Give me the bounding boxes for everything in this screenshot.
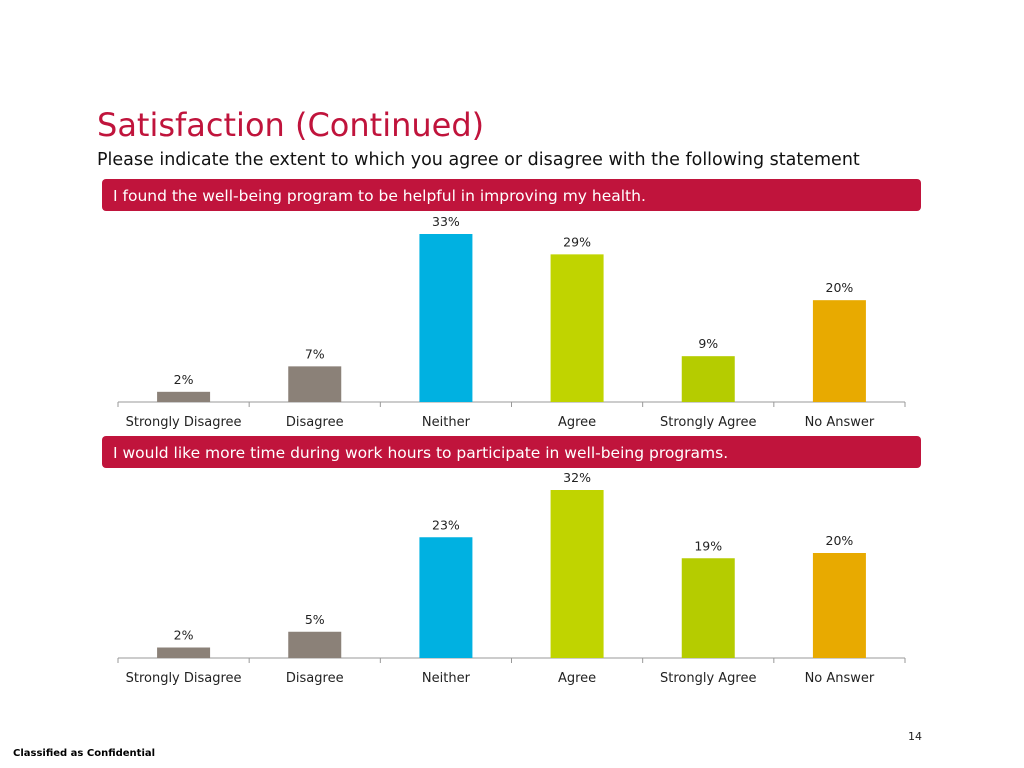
bar-5	[681, 356, 735, 402]
x-tick-label-6: No Answer	[805, 671, 875, 686]
page-number: 14	[908, 730, 922, 743]
bar-6	[812, 553, 866, 658]
x-tick-label-6: No Answer	[805, 415, 875, 430]
x-tick-label-3: Neither	[422, 415, 471, 430]
bar-4	[550, 254, 604, 402]
bar-1	[157, 391, 211, 402]
data-label-6: 20%	[826, 280, 854, 295]
chart-1-title: I found the well-being program to be hel…	[113, 187, 646, 205]
x-tick-label-4: Agree	[558, 415, 596, 430]
x-tick-label-1: Strongly Disagree	[126, 671, 242, 686]
bar-1	[157, 647, 211, 658]
data-label-6: 20%	[826, 533, 854, 548]
data-label-3: 33%	[432, 214, 460, 229]
bar-3	[419, 234, 473, 402]
data-label-3: 23%	[432, 517, 460, 532]
chart-2-bar-chart: 2% Strongly Disagree 5% Disagree 23% Neither 3…	[117, 470, 906, 686]
data-label-1: 2%	[174, 628, 194, 643]
data-label-2: 5%	[305, 612, 325, 627]
data-label-1: 2%	[174, 372, 194, 387]
bar-2	[288, 631, 342, 658]
data-label-5: 9%	[698, 336, 718, 351]
x-tick-label-1: Strongly Disagree	[126, 415, 242, 430]
x-tick-label-2: Disagree	[286, 415, 344, 430]
x-tick-label-3: Neither	[422, 671, 471, 686]
page-title: Satisfaction (Continued)	[97, 106, 485, 144]
chart-2-statement-banner: I would like more time during work hours…	[102, 436, 921, 468]
bar-6	[812, 300, 866, 402]
data-label-2: 7%	[305, 346, 325, 361]
bar-2	[288, 366, 342, 402]
chart-1-statement-banner: I found the well-being program to be hel…	[102, 179, 921, 211]
data-label-4: 29%	[563, 234, 591, 249]
bar-5	[681, 558, 735, 658]
page-subtitle: Please indicate the extent to which you …	[97, 150, 860, 170]
classification-label: Classified as Confidential	[13, 748, 156, 759]
bar-3	[419, 537, 473, 658]
x-tick-label-2: Disagree	[286, 671, 344, 686]
chart-1-bar-chart: 2% Strongly Disagree 7% Disagree 33% Neither 2…	[117, 214, 906, 430]
chart-2-title: I would like more time during work hours…	[113, 444, 729, 462]
x-tick-label-4: Agree	[558, 671, 596, 686]
x-tick-label-5: Strongly Agree	[660, 671, 757, 686]
data-label-5: 19%	[694, 538, 722, 553]
data-label-4: 32%	[563, 470, 591, 485]
x-tick-label-5: Strongly Agree	[660, 415, 757, 430]
bar-4	[550, 490, 604, 658]
